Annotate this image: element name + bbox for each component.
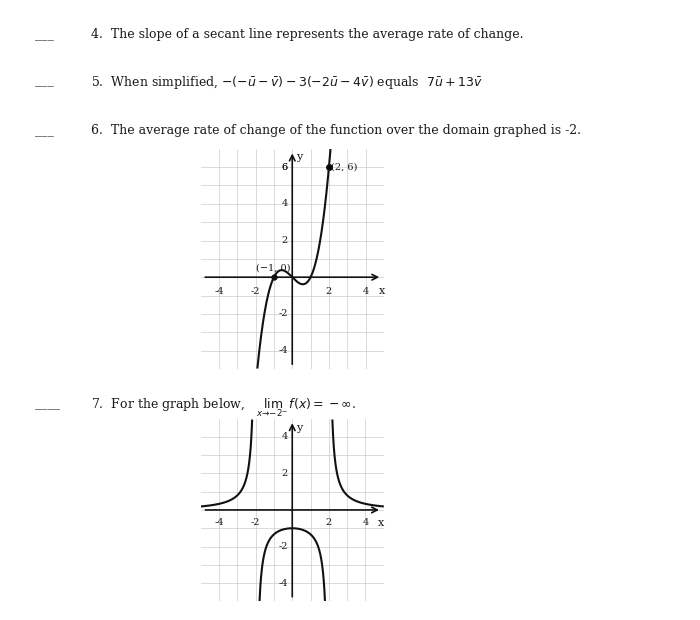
- Text: (2, 6): (2, 6): [331, 163, 357, 172]
- Text: 2: 2: [281, 236, 288, 245]
- Text: 4: 4: [363, 287, 369, 296]
- Text: 2: 2: [281, 469, 288, 478]
- Text: 6: 6: [281, 162, 288, 172]
- Text: ___: ___: [35, 124, 54, 137]
- Text: 4: 4: [281, 432, 288, 441]
- Text: ___: ___: [35, 74, 54, 87]
- Text: 7.  For the graph below,   $\lim_{x \to -2^{-}} f(x) = -\infty$.: 7. For the graph below, $\lim_{x \to -2^…: [91, 397, 356, 420]
- Text: -4: -4: [214, 287, 223, 296]
- Text: x: x: [378, 518, 384, 528]
- Text: y: y: [295, 153, 302, 162]
- Text: 4.  The slope of a secant line represents the average rate of change.: 4. The slope of a secant line represents…: [91, 28, 524, 41]
- Text: ____: ____: [35, 397, 60, 410]
- Text: (−1, 0): (−1, 0): [256, 264, 290, 273]
- Text: 6: 6: [281, 162, 288, 172]
- Text: -4: -4: [214, 518, 224, 527]
- Text: -2: -2: [278, 309, 288, 319]
- Text: ___: ___: [35, 28, 54, 41]
- Text: y: y: [295, 423, 302, 433]
- Text: x: x: [379, 286, 385, 296]
- Text: 4: 4: [363, 518, 368, 527]
- Text: -4: -4: [278, 578, 288, 588]
- Text: -2: -2: [251, 287, 260, 296]
- Text: -2: -2: [278, 542, 288, 551]
- Text: 6.  The average rate of change of the function over the domain graphed is -2.: 6. The average rate of change of the fun…: [91, 124, 581, 137]
- Text: -2: -2: [251, 518, 260, 527]
- Text: 2: 2: [326, 287, 332, 296]
- Text: -4: -4: [278, 346, 288, 355]
- Text: 5.  When simplified, $-(-\bar{u}-\bar{v})-3(-2\bar{u}-4\bar{v})$ equals  $7\bar{: 5. When simplified, $-(-\bar{u}-\bar{v})…: [91, 74, 483, 91]
- Text: 4: 4: [281, 199, 288, 208]
- Text: 2: 2: [326, 518, 332, 527]
